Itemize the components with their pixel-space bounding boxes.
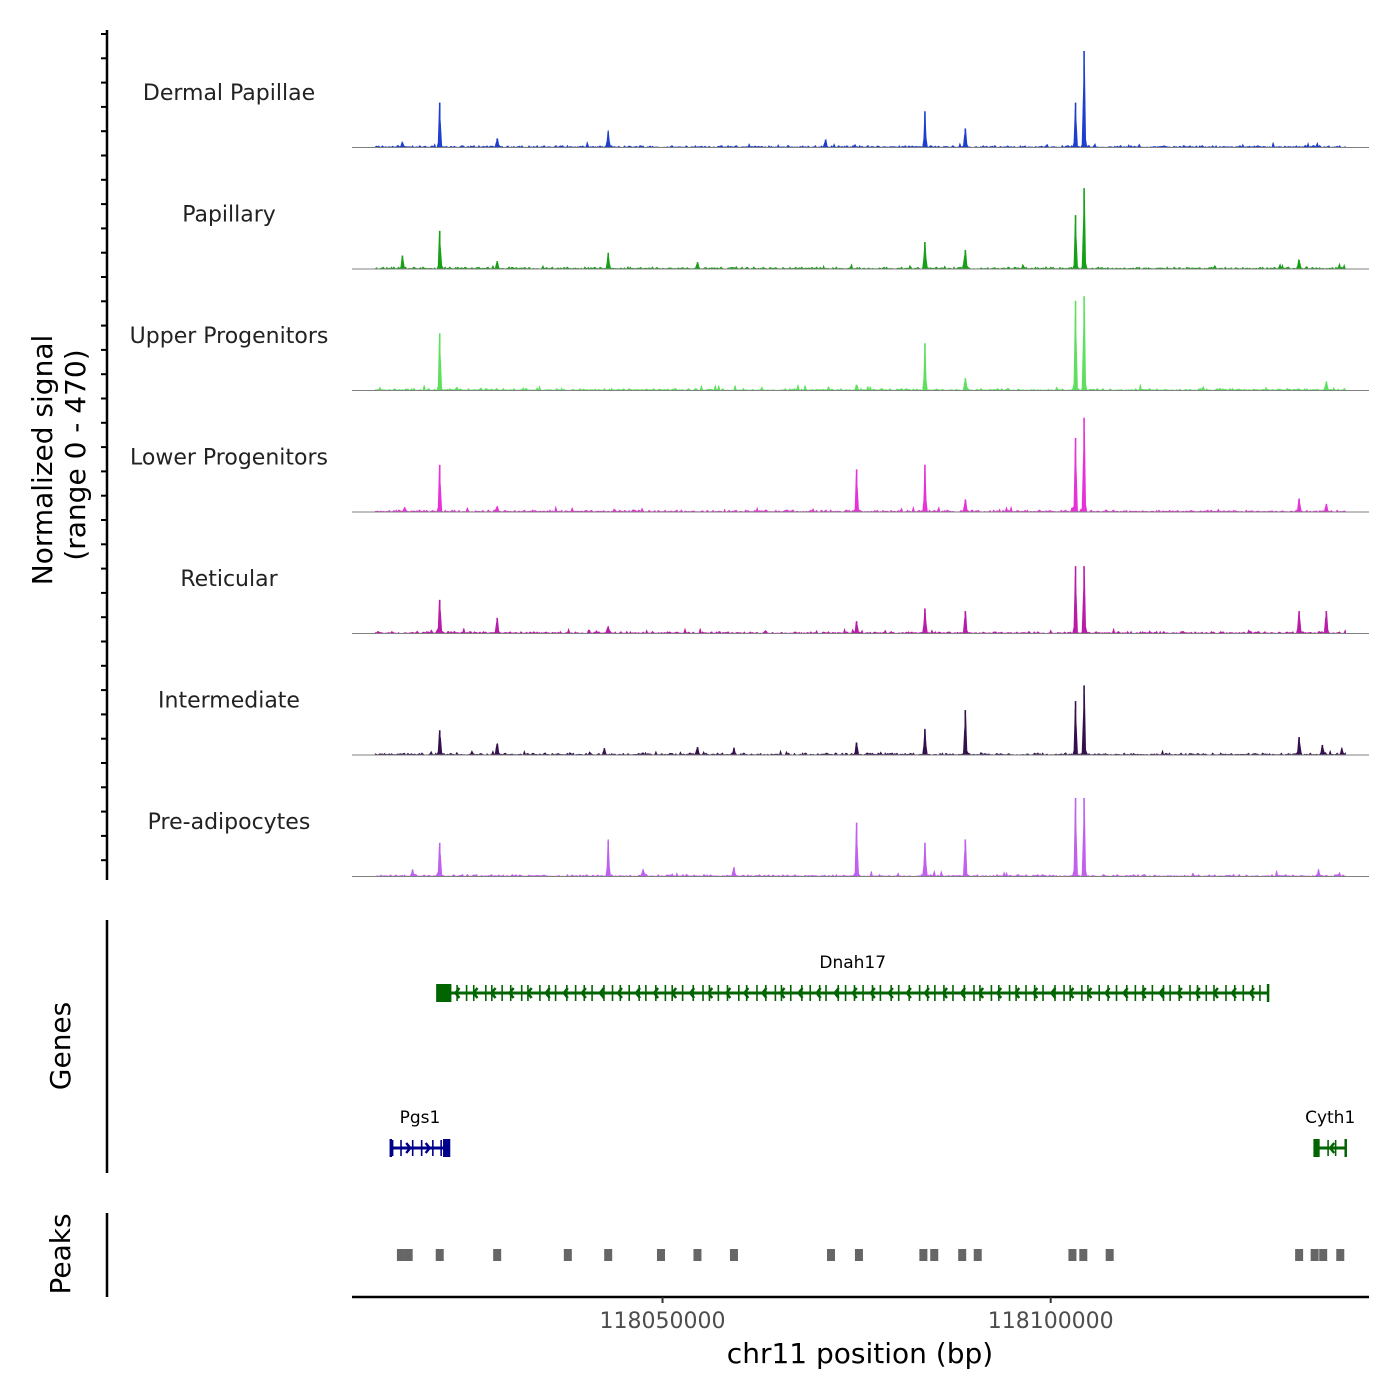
strand-arrow xyxy=(995,987,1003,999)
track-label: Pre-adipocytes xyxy=(148,810,311,835)
peak-block xyxy=(973,1249,982,1261)
coverage-signal xyxy=(374,199,1346,270)
peak-block xyxy=(1319,1249,1328,1261)
gene-name-label: Dnah17 xyxy=(819,953,886,973)
peak-block xyxy=(563,1249,572,1261)
coverage-track: Upper Progenitors xyxy=(130,296,1369,392)
peak-block xyxy=(958,1249,967,1261)
strand-arrow xyxy=(977,987,985,999)
peaks-panel-title: Peaks xyxy=(44,1213,77,1294)
gene-name-label: Pgs1 xyxy=(400,1108,441,1128)
peak-block xyxy=(1310,1249,1319,1261)
x-axis-ticks: 118050000 118100000 xyxy=(600,1297,1114,1334)
gene-pgs1: Pgs1 xyxy=(389,1108,451,1157)
strand-arrow xyxy=(1176,987,1183,999)
coverage-track: Pre-adipocytes xyxy=(148,797,1369,878)
peak-block xyxy=(1068,1249,1077,1261)
strand-arrow xyxy=(724,987,732,999)
terminal-exon xyxy=(1314,1139,1320,1157)
coverage-signal xyxy=(374,310,1347,392)
coverage-track: Reticular xyxy=(180,566,1369,635)
strand-arrow xyxy=(424,1142,432,1154)
strand-arrow xyxy=(833,987,840,999)
strand-arrow xyxy=(941,987,949,999)
peak-block xyxy=(396,1249,405,1261)
coverage-track: Intermediate xyxy=(158,685,1369,756)
strand-arrow xyxy=(869,987,876,999)
coverage-tracks: Dermal Papillae Papillary Upper Progenitor… xyxy=(130,50,1369,878)
coverage-signal xyxy=(374,575,1347,635)
peak-block xyxy=(693,1249,702,1261)
coverage-y-ticks xyxy=(101,33,107,862)
y-axis-title-line1: Normalized signal xyxy=(26,335,59,586)
strand-arrow xyxy=(706,987,714,999)
coverage-signal xyxy=(374,694,1347,756)
strand-arrow xyxy=(508,987,515,999)
genes-panel-title: Genes xyxy=(44,1002,77,1090)
peak-block xyxy=(1079,1249,1088,1261)
strand-arrow xyxy=(453,987,461,999)
peak-block xyxy=(930,1249,939,1261)
strand-arrow xyxy=(1013,987,1021,999)
peak-block xyxy=(729,1249,738,1261)
peak-track xyxy=(396,1249,1345,1261)
strand-arrow xyxy=(598,987,605,999)
peak-block xyxy=(656,1249,665,1261)
strand-arrow xyxy=(652,987,660,999)
terminal-exon xyxy=(443,1139,449,1157)
strand-arrow xyxy=(1140,987,1147,999)
y-axis-title-line2: (range 0 - 470) xyxy=(59,349,92,560)
coverage-signal xyxy=(374,431,1347,513)
peak-block xyxy=(919,1249,928,1261)
track-label: Upper Progenitors xyxy=(130,324,329,349)
x-tick-label: 118050000 xyxy=(600,1309,726,1334)
track-label: Lower Progenitors xyxy=(130,446,328,471)
peak-block xyxy=(854,1249,863,1261)
peak-block xyxy=(1105,1249,1114,1261)
peak-block xyxy=(826,1249,835,1261)
track-label: Intermediate xyxy=(158,689,300,714)
coverage-signal xyxy=(374,65,1347,149)
peak-block xyxy=(493,1249,502,1261)
gene-dnah17: Dnah17 xyxy=(436,953,1270,1002)
peak-block xyxy=(1336,1249,1345,1261)
strand-arrow xyxy=(1328,1142,1336,1154)
strand-arrow xyxy=(1049,987,1057,999)
gene-cyth1: Cyth1 xyxy=(1305,1108,1355,1157)
gene-name-label: Cyth1 xyxy=(1305,1108,1355,1128)
track-label: Papillary xyxy=(182,203,276,228)
x-axis-title: chr11 position (bp) xyxy=(727,1337,993,1370)
strand-arrow xyxy=(778,987,786,999)
coverage-track: Lower Progenitors xyxy=(130,417,1369,513)
coverage-signal xyxy=(374,809,1347,878)
strand-arrow xyxy=(851,987,858,999)
strand-arrow xyxy=(405,1142,412,1154)
coverage-track: Dermal Papillae xyxy=(143,50,1369,149)
coverage-track: Papillary xyxy=(182,188,1369,270)
strand-arrow xyxy=(1031,987,1039,999)
strand-arrow xyxy=(1158,987,1165,999)
x-tick-label: 118100000 xyxy=(988,1309,1114,1334)
peak-block xyxy=(604,1249,613,1261)
track-label: Dermal Papillae xyxy=(143,81,315,106)
peak-block xyxy=(435,1249,444,1261)
terminal-exon xyxy=(437,984,452,1002)
peak-block xyxy=(404,1249,413,1261)
track-label: Reticular xyxy=(180,567,278,592)
gene-track: Dnah17 Pgs1 Cyth1 xyxy=(389,953,1355,1157)
peak-block xyxy=(1295,1249,1304,1261)
strand-arrow xyxy=(1194,987,1201,999)
